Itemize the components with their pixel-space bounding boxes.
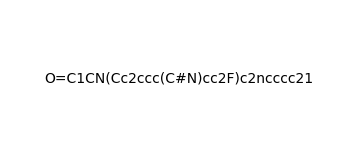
- Text: O=C1CN(Cc2ccc(C#N)cc2F)c2ncccc21: O=C1CN(Cc2ccc(C#N)cc2F)c2ncccc21: [44, 71, 314, 86]
